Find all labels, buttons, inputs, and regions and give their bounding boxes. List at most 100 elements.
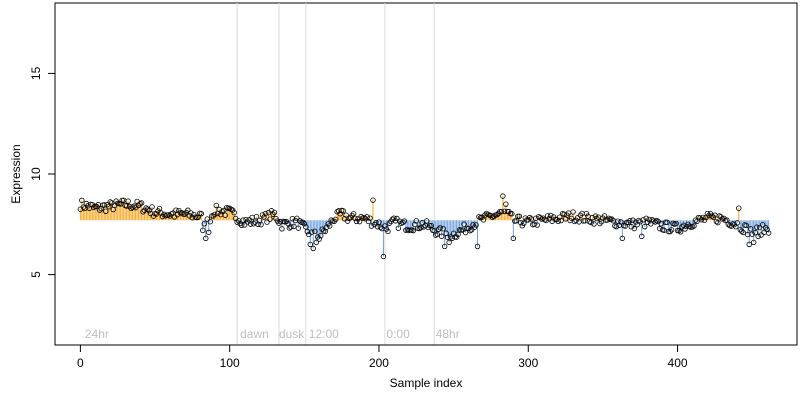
- plot-frame: [54, 2, 798, 346]
- data-point: [537, 214, 543, 221]
- data-point: [758, 232, 764, 238]
- data-point: [630, 217, 636, 223]
- data-point: [365, 218, 372, 225]
- data-point: [182, 211, 188, 217]
- data-point: [697, 215, 703, 221]
- data-point: [200, 227, 206, 234]
- data-point: [418, 224, 424, 231]
- data-point: [473, 222, 479, 228]
- data-point: [279, 226, 285, 232]
- data-point: [453, 234, 460, 240]
- data-point: [368, 223, 375, 229]
- data-point: [276, 220, 282, 226]
- data-point: [677, 229, 684, 235]
- data-point: [340, 208, 346, 214]
- data-point: [665, 228, 672, 235]
- data-point: [594, 215, 600, 222]
- data-point: [188, 210, 194, 216]
- data-point: [734, 220, 740, 226]
- data-point: [701, 217, 708, 223]
- data-point: [619, 235, 626, 242]
- data-point: [146, 207, 152, 214]
- data-point: [765, 230, 772, 236]
- x-tick-label: 0: [77, 356, 84, 370]
- data-point: [700, 214, 706, 221]
- data-point: [510, 235, 517, 242]
- data-point: [739, 228, 745, 234]
- data-point: [613, 223, 620, 230]
- data-point: [556, 214, 563, 220]
- data-point: [440, 225, 446, 232]
- data-point: [515, 213, 521, 219]
- y-tick-label: 10: [29, 167, 43, 181]
- data-point: [410, 227, 417, 234]
- data-point: [668, 227, 675, 233]
- region-label: dawn: [240, 327, 269, 341]
- data-point: [400, 219, 406, 226]
- data-point: [267, 216, 273, 222]
- data-point: [234, 219, 240, 225]
- data-point: [149, 204, 155, 210]
- data-point: [288, 224, 294, 230]
- data-point: [91, 204, 97, 211]
- data-point: [140, 209, 146, 215]
- data-point: [441, 243, 448, 250]
- data-point: [343, 212, 349, 218]
- data-point: [759, 222, 766, 228]
- data-point: [291, 223, 297, 230]
- data-point: [313, 239, 319, 246]
- data-point: [748, 226, 754, 232]
- region-label: 24hr: [85, 327, 109, 341]
- data-point: [656, 225, 663, 232]
- data-point: [743, 222, 749, 229]
- data-point: [129, 204, 136, 210]
- data-point: [483, 210, 490, 217]
- data-point: [212, 211, 218, 218]
- data-point: [144, 206, 151, 212]
- data-point: [138, 200, 145, 206]
- data-point: [191, 211, 197, 218]
- data-point: [107, 199, 113, 205]
- data-point: [639, 233, 645, 240]
- data-point: [544, 213, 551, 219]
- data-point: [241, 222, 248, 228]
- data-point: [518, 220, 524, 226]
- data-point: [751, 239, 757, 246]
- region-lines: [236, 3, 435, 345]
- data-point: [300, 219, 306, 225]
- data-point: [461, 221, 467, 227]
- data-point: [713, 218, 720, 225]
- data-point: [625, 219, 631, 226]
- data-point: [382, 223, 388, 229]
- data-point: [676, 228, 682, 234]
- data-point: [715, 219, 721, 226]
- data-point: [370, 197, 376, 203]
- region-label: dusk: [279, 327, 305, 341]
- data-point: [673, 220, 679, 227]
- data-point: [570, 209, 576, 215]
- data-point: [401, 218, 408, 224]
- data-point: [386, 220, 393, 226]
- data-point: [755, 233, 761, 240]
- data-point: [498, 209, 505, 215]
- data-point: [327, 223, 333, 229]
- data-point: [428, 222, 434, 229]
- data-point: [446, 239, 452, 246]
- data-point: [207, 219, 213, 225]
- data-point: [664, 219, 670, 226]
- data-point: [201, 221, 207, 227]
- data-point: [247, 221, 254, 227]
- y-tick-label: 5: [29, 271, 43, 278]
- data-point: [79, 197, 85, 204]
- data-point: [222, 212, 228, 218]
- data-point: [349, 212, 355, 219]
- data-point: [618, 219, 624, 225]
- x-axis: 0 100 200 300 400: [77, 344, 688, 370]
- data-point: [531, 221, 537, 227]
- data-point: [474, 243, 481, 250]
- data-point: [642, 223, 648, 230]
- data-point: [295, 225, 302, 231]
- data-point: [521, 220, 527, 226]
- data-point: [210, 213, 216, 219]
